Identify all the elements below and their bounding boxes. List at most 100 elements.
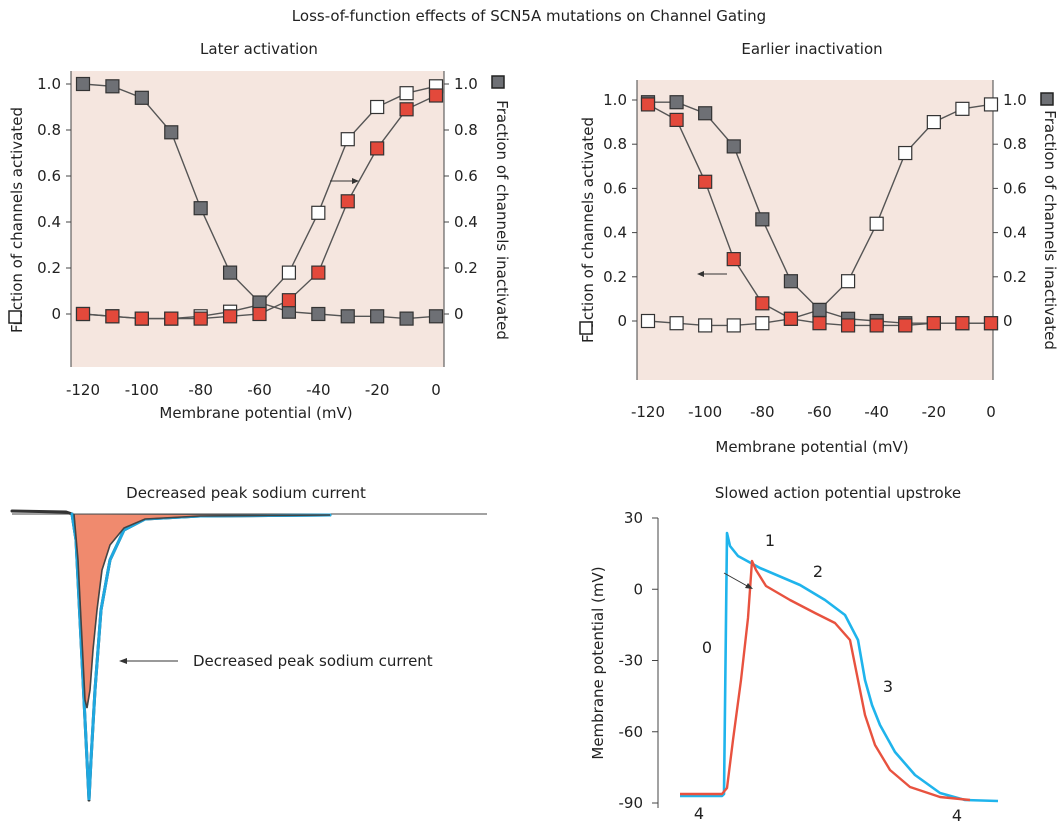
chart1-gray-square-point (193, 201, 208, 216)
chart4-y-axis-label: Membrane potential (mV) (589, 566, 607, 759)
chart2-open-square-point (869, 216, 884, 231)
chart2-open-square-point (698, 318, 713, 333)
chart1-y-ticks-right: 0 0.2 0.4 0.6 0.8 1.0 (444, 75, 478, 323)
chart2-open-square-point (983, 97, 999, 112)
chart1-x-tick-label: -20 (365, 381, 390, 399)
chart1-open-square-point (399, 86, 414, 101)
chart2-gray-square-point (755, 212, 770, 227)
chart1-y-axis-label-right: Fraction of channels inactivated (493, 100, 511, 340)
chart1-x-tick-label: -80 (188, 381, 213, 399)
chart1-y-tick-label-right: 0.4 (454, 213, 478, 231)
chart4-y-tick-label: -30 (619, 652, 644, 670)
chart1-red-square-point (105, 309, 120, 324)
chart-action-potential: Slowed action potential upstroke 300-30-… (589, 484, 999, 825)
chart1-red-square-point (399, 102, 414, 117)
chart1-gray-square-point (105, 79, 120, 94)
gray-square-legend-icon (491, 75, 505, 89)
chart2-x-tick-label: -20 (922, 403, 947, 421)
phase-label-2: 2 (813, 562, 823, 581)
phase-label-1: 1 (765, 531, 775, 550)
current-annotation: Decreased peak sodium current (193, 652, 433, 670)
chart1-gray-square-point (222, 265, 238, 280)
chart1-gray-square-point (428, 309, 444, 324)
chart2-shift-arrow (697, 271, 727, 277)
chart1-y-tick-label-left: 0.2 (37, 259, 61, 277)
open-square-legend-icon-2 (579, 321, 593, 335)
wildtype-action-potential (680, 531, 999, 803)
chart2-red-square-point (755, 296, 770, 311)
chart2-gray-square-point (669, 95, 684, 110)
chart1-red-square-point (340, 194, 355, 209)
chart4-y-tick-label: -60 (619, 723, 644, 741)
chart1-shift-arrow (330, 178, 359, 184)
chart3-title: Decreased peak sodium current (126, 484, 366, 502)
chart1-y-tick-label-left: 1.0 (37, 75, 61, 93)
chart2-red-square-point (926, 316, 941, 331)
chart1-red-square-point (222, 309, 238, 324)
chart2-red-square-point (698, 174, 713, 189)
chart2-title: Earlier inactivation (741, 40, 882, 58)
phase-label-3: 3 (883, 677, 893, 696)
chart1-red-square-point (428, 88, 444, 103)
figure-title: Loss-of-function effects of SCN5A mutati… (292, 7, 766, 25)
mutant-current-trace (73, 513, 331, 709)
chart-later-activation: Later activation 0 0.2 0.4 0.6 0.8 1.0 0 0.2 0.… (8, 40, 511, 422)
chart2-red-square-point (869, 318, 884, 333)
chart1-y-tick-label-left: 0.8 (37, 121, 61, 139)
chart2-open-square-point (726, 318, 741, 333)
chart2-x-tick-label: -100 (688, 403, 722, 421)
chart2-red-square-point (955, 316, 970, 331)
chart2-red-square-point (640, 97, 656, 112)
open-square-legend-icon (8, 310, 22, 324)
chart2-y-axis-label-left: Fraction of channels activated (579, 117, 597, 343)
chart2-x-ticks: -120 -100 -80 -60 -40 -20 0 (631, 403, 996, 421)
chart1-title: Later activation (200, 40, 318, 58)
chart2-gray-square-point (783, 274, 799, 289)
chart2-x-axis-label: Membrane potential (mV) (715, 438, 908, 456)
chart2-gray-square-point (698, 106, 713, 121)
chart1-x-tick-label: -100 (125, 381, 159, 399)
chart2-open-square-point (955, 101, 970, 116)
chart1-y-tick-label-left: 0.6 (37, 167, 61, 185)
chart1-x-axis-label: Membrane potential (mV) (159, 404, 352, 422)
chart2-y-ticks-left: 0 0.2 0.4 0.6 0.8 1.0 (603, 91, 637, 330)
chart2-x-tick-label: -120 (631, 403, 665, 421)
chart2-series (640, 95, 999, 333)
phase-label-4-right: 4 (952, 806, 962, 825)
chart-earlier-inactivation: Earlier inactivation 00.20.40.60.81.0 0 0… (579, 40, 1059, 456)
chart2-open-square-point (840, 274, 856, 289)
ap-shift-arrow (723, 572, 753, 589)
chart1-red-square-point (164, 311, 179, 326)
chart2-x-tick-label: -80 (750, 403, 775, 421)
chart2-y-tick-label-left: 0 (617, 312, 627, 330)
chart1-y-tick-label-right: 0 (454, 305, 464, 323)
chart2-x-tick-label: -60 (807, 403, 832, 421)
chart4-y-tick-label: 0 (633, 580, 643, 598)
chart1-y-tick-label-right: 0.8 (454, 121, 478, 139)
chart1-gray-square-point (399, 311, 414, 326)
chart1-y-ticks-left: 0 0.2 0.4 0.6 0.8 1.0 (37, 75, 71, 323)
chart2-open-square-point (898, 145, 913, 161)
chart2-red-square-point (783, 311, 799, 326)
chart1-plot-area (71, 71, 444, 367)
chart1-y-tick-label-left: 0 (51, 305, 61, 323)
chart1-gray-square-point (134, 90, 149, 105)
chart2-red-square-point (726, 252, 741, 267)
chart1-gray-square-point (340, 309, 355, 324)
chart2-y-tick-label-left: 0.6 (603, 179, 627, 197)
chart2-y-ticks-right: 0 0.2 0.4 0.6 0.8 1.0 (993, 91, 1027, 330)
chart1-red-square-point (75, 306, 91, 322)
chart-sodium-current: Decreased peak sodium current Decreased … (10, 484, 487, 802)
chart1-y-tick-label-right: 1.0 (454, 75, 478, 93)
phase-label-0: 0 (702, 638, 712, 657)
chart1-y-axis-label-left: Fraction of channels activated (8, 107, 26, 333)
chart2-red-square-point (898, 318, 913, 333)
chart1-open-square-point (340, 132, 355, 147)
chart1-red-square-point (281, 293, 297, 308)
chart2-x-tick-label: -40 (864, 403, 889, 421)
mutant-action-potential (680, 559, 971, 802)
chart1-gray-square-point (370, 309, 385, 324)
chart1-gray-square-point (75, 76, 91, 92)
chart2-red-square-point (669, 112, 684, 127)
chart1-gray-square-point (164, 125, 179, 140)
